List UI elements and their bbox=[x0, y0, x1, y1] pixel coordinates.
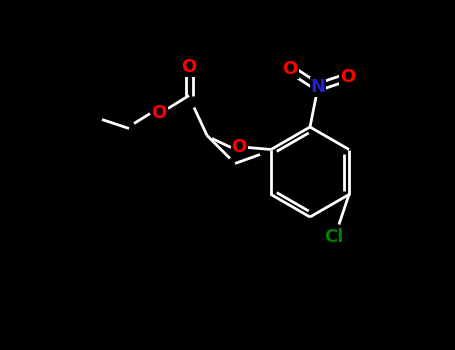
Text: O: O bbox=[340, 68, 356, 86]
Text: O: O bbox=[182, 58, 197, 77]
Text: O: O bbox=[283, 60, 298, 78]
Text: Cl: Cl bbox=[324, 228, 344, 245]
Text: O: O bbox=[232, 139, 247, 156]
Text: O: O bbox=[152, 105, 167, 122]
Text: N: N bbox=[310, 78, 325, 96]
